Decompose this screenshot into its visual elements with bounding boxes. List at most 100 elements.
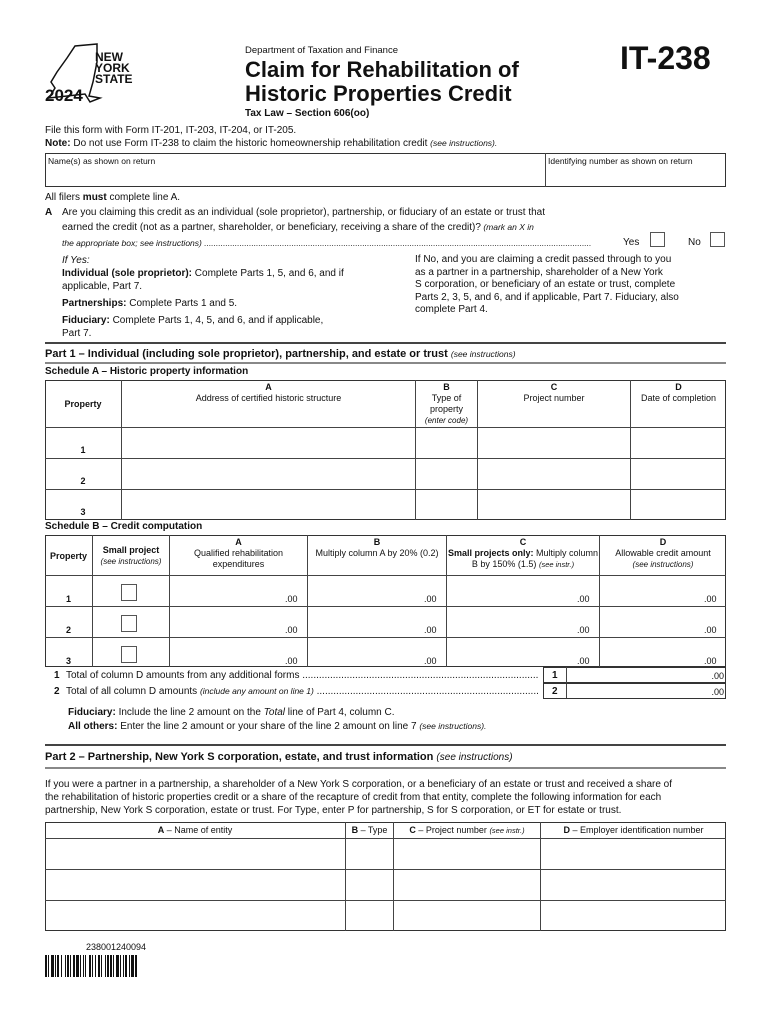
no-label: No [688, 237, 701, 248]
amount-field-b[interactable]: .00 [424, 625, 437, 635]
barcode-bar [91, 955, 92, 977]
barcode-bar [127, 955, 129, 977]
barcode-bar [101, 955, 102, 977]
no-checkbox[interactable] [710, 232, 725, 247]
table-row[interactable]: 2 [65, 625, 71, 635]
amount-field-a[interactable]: .00 [285, 594, 298, 604]
note-text: Note: Do not use Form IT-238 to claim th… [45, 138, 498, 149]
property-header: Property [64, 399, 102, 409]
line-2-number: 2 [54, 686, 60, 697]
part1-title: Part 1 – Individual (including sole prop… [45, 348, 516, 360]
barcode-bar [131, 955, 134, 977]
barcode-bar [84, 955, 85, 977]
logo-text: NEW YORK STATE [95, 50, 133, 86]
table-row[interactable]: 1 [80, 445, 86, 455]
barcode-bar [113, 955, 114, 977]
amount-field-d[interactable]: .00 [704, 656, 717, 666]
col-a-header: A Address of certified historic structure [195, 382, 342, 403]
barcode-bar [66, 955, 67, 977]
barcode-bar [65, 955, 66, 977]
amount-field-a[interactable]: .00 [285, 625, 298, 635]
amount-field-d[interactable]: .00 [704, 625, 717, 635]
barcode-number: 238001240094 [86, 942, 147, 952]
barcode-bar [123, 955, 124, 977]
barcode-bar [69, 955, 70, 977]
small-project-checkbox[interactable] [121, 584, 137, 601]
amount-field-d[interactable]: .00 [704, 594, 717, 604]
barcode-bar [110, 955, 112, 977]
barcode-bar [59, 955, 61, 977]
identifying-number-field[interactable]: Identifying number as shown on return [548, 156, 693, 166]
barcode-bar [67, 955, 69, 977]
line-2-amount-field[interactable]: .00 [711, 687, 724, 697]
table-row[interactable]: 3 [65, 656, 71, 666]
if-yes-instructions: If Yes: Individual (sole proprietor): Co… [62, 255, 344, 339]
barcode-bar [100, 955, 101, 977]
col-d-header: D Date of completion [640, 382, 717, 403]
barcode-bar [137, 955, 138, 977]
barcode-bar [71, 955, 73, 977]
line-1-number: 1 [54, 670, 60, 681]
amount-field-a[interactable]: .00 [285, 656, 298, 666]
table-row[interactable]: 2 [80, 476, 86, 486]
schedule-b-title: Schedule B – Credit computation [45, 521, 203, 532]
col-b-header: B Multiply column A by 20% (0.2) [315, 537, 439, 558]
col-c-header: C Project number [523, 382, 585, 403]
amount-field-b[interactable]: .00 [424, 656, 437, 666]
amount-field-c[interactable]: .00 [577, 656, 590, 666]
barcode-bar [49, 955, 51, 977]
line-1-label: Total of column D amounts from any addit… [66, 670, 538, 681]
barcode-bar [114, 955, 116, 977]
yes-checkbox[interactable] [650, 232, 665, 247]
fiduciary-note: Fiduciary: Include the line 2 amount on … [68, 707, 395, 718]
barcode-bar [54, 955, 55, 977]
part2-instructions: If you were a partner in a partnership, … [45, 779, 673, 816]
barcode-bar [75, 955, 76, 977]
part2-title: Part 2 – Partnership, New York S corpora… [45, 751, 513, 763]
table-row[interactable]: 3 [80, 507, 86, 517]
barcode-bar [124, 955, 125, 977]
barcode-bar [79, 955, 80, 977]
type-header: B – Type [351, 825, 388, 835]
barcode-bar [96, 955, 98, 977]
barcode-bar [80, 955, 81, 977]
tax-law-section: Tax Law – Section 606(oo) [245, 108, 370, 119]
barcode-bar [130, 955, 131, 977]
small-project-checkbox[interactable] [121, 646, 137, 663]
barcode [45, 955, 195, 977]
barcode-bar [125, 955, 127, 977]
col-d-header: D Allowable credit amount (see instruction… [615, 537, 711, 569]
col-b-header: B Type of property (enter code) [424, 382, 469, 425]
form-title: Claim for Rehabilitation of Historic Prop… [245, 57, 519, 106]
yes-label: Yes [623, 237, 640, 248]
barcode-bar [93, 955, 95, 977]
barcode-bar [47, 955, 48, 977]
amount-field-c[interactable]: .00 [577, 594, 590, 604]
entity-name-header: A – Name of entity [157, 825, 233, 835]
amount-field-b[interactable]: .00 [424, 594, 437, 604]
line-a-question-2: earned the credit (not as a partner, sha… [62, 222, 534, 233]
barcode-bar [48, 955, 49, 977]
line-1-amount-field[interactable]: .00 [711, 671, 724, 681]
small-project-checkbox[interactable] [121, 615, 137, 632]
barcode-bar [107, 955, 109, 977]
barcode-bar [45, 955, 47, 977]
name-label: Name(s) as shown on return [48, 156, 156, 166]
line-1-box-number: 1 [552, 670, 558, 681]
barcode-bar [95, 955, 96, 977]
all-filers-text: All filers must complete line A. [45, 192, 181, 203]
property-header: Property [49, 551, 87, 561]
barcode-bar [81, 955, 83, 977]
barcode-bar [70, 955, 71, 977]
line-2-box-number: 2 [552, 686, 558, 697]
barcode-bar [92, 955, 93, 977]
barcode-bar [55, 955, 56, 977]
table-row[interactable]: 1 [65, 594, 71, 604]
barcode-bar [119, 955, 120, 977]
ein-header: D – Employer identification number [563, 825, 704, 835]
barcode-bar [85, 955, 86, 977]
name-field[interactable] [45, 153, 726, 187]
line-a-question-3: the appropriate box; see instructions) .… [62, 238, 592, 248]
amount-field-c[interactable]: .00 [577, 625, 590, 635]
